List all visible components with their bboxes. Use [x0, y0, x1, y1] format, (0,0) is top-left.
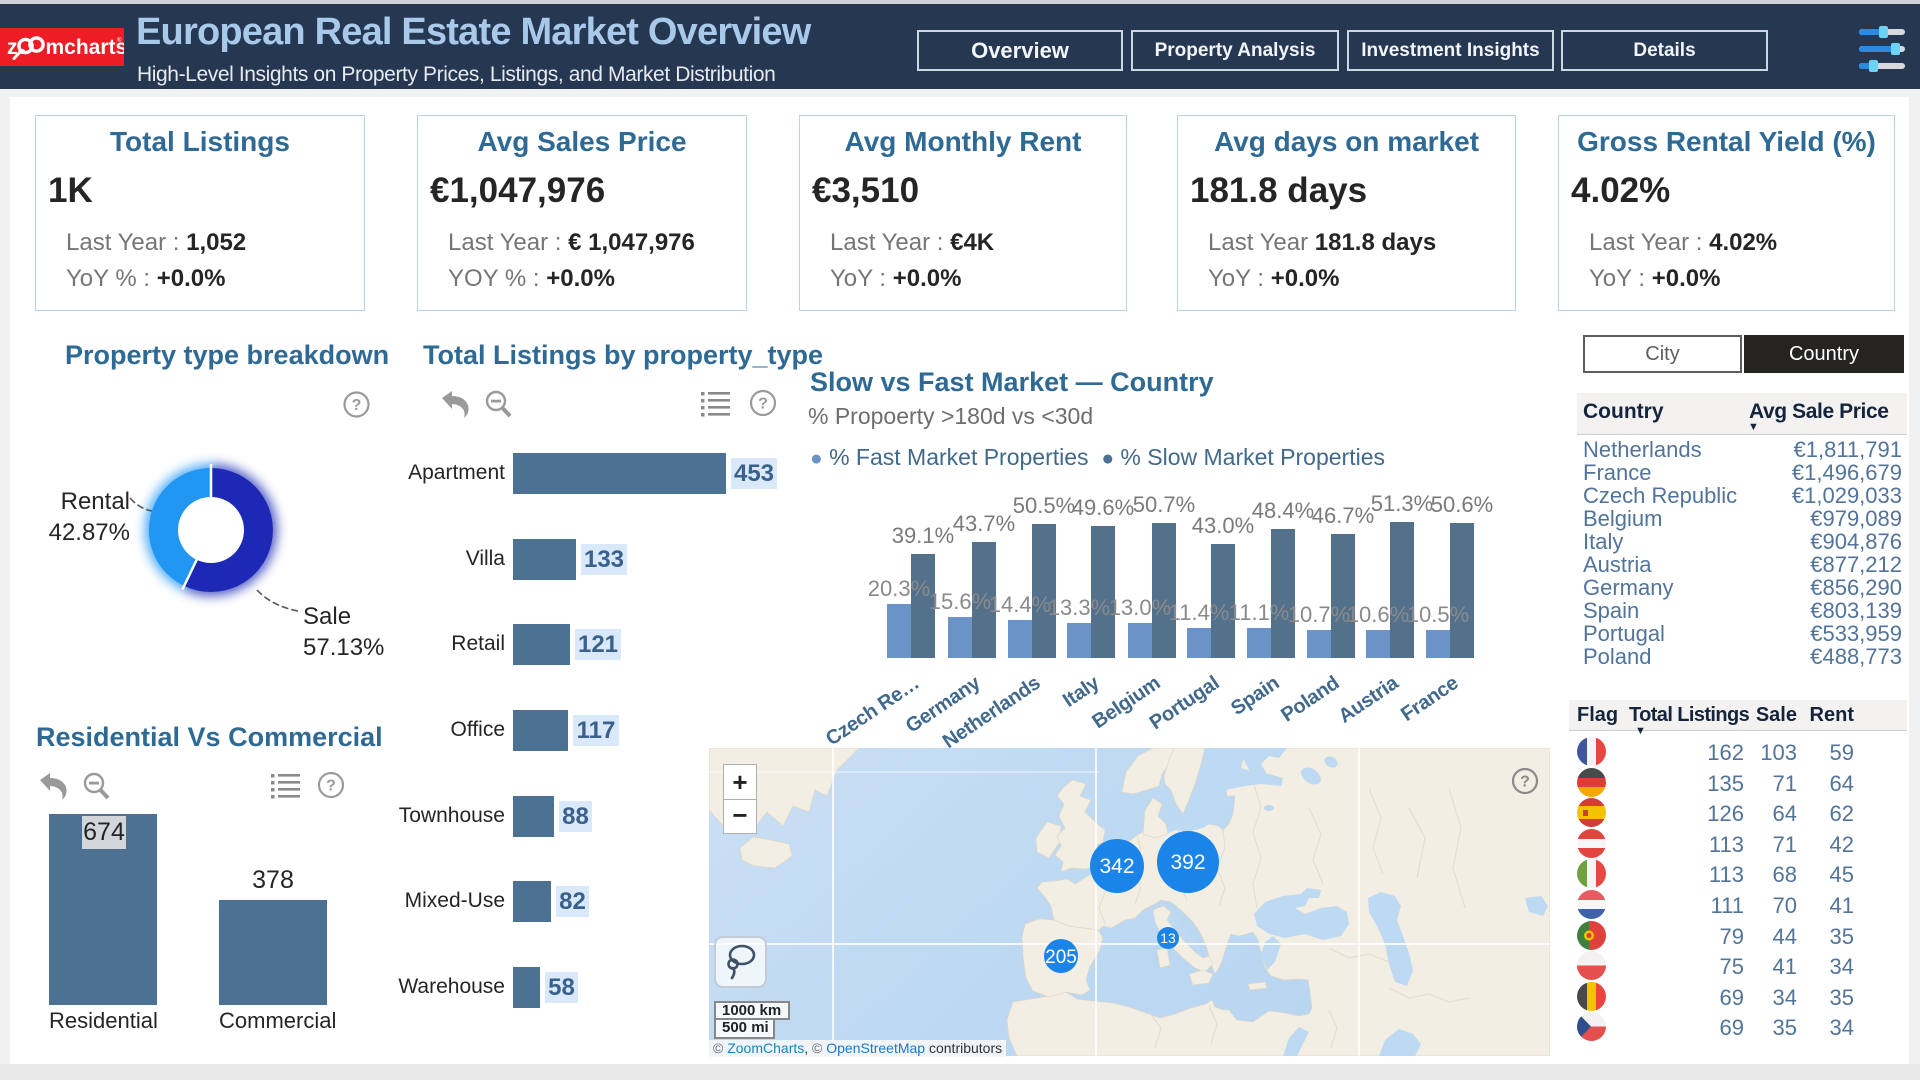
svg-text:392: 392 [1170, 851, 1205, 874]
svg-text:13: 13 [1160, 930, 1176, 946]
svg-text:342: 342 [1099, 855, 1134, 878]
svg-text:®: ® [117, 37, 122, 44]
svg-text:z: z [7, 36, 18, 59]
svg-text:?: ? [1520, 774, 1530, 791]
svg-text:?: ? [758, 396, 768, 413]
svg-text:?: ? [352, 397, 362, 414]
svg-text:?: ? [326, 778, 336, 795]
svg-text:205: 205 [1045, 947, 1077, 968]
svg-text:mcharts: mcharts [46, 36, 125, 59]
